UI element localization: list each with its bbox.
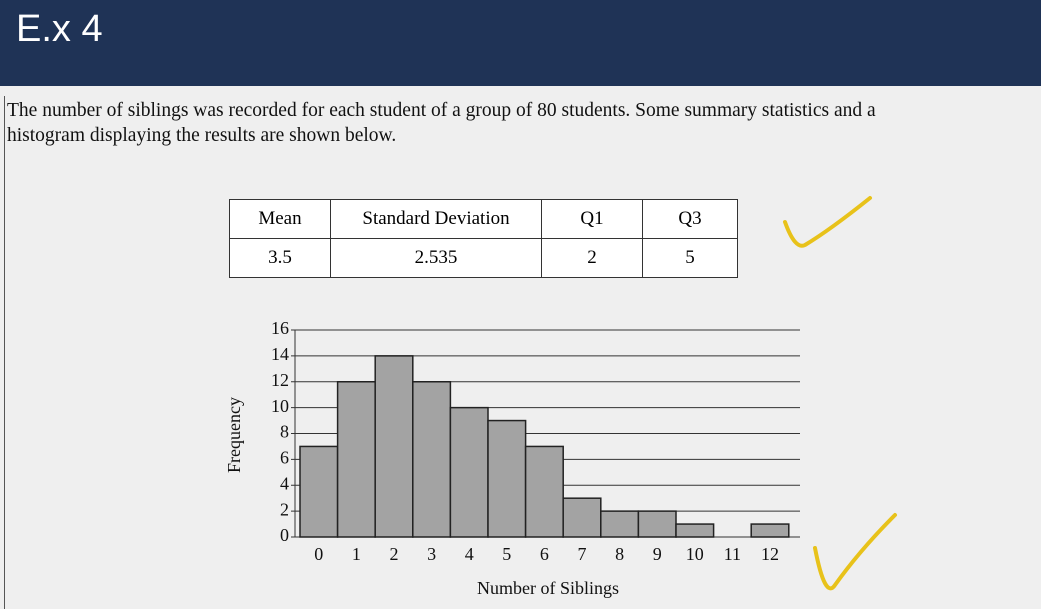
- x-tick-label: 10: [686, 544, 704, 564]
- check-mark: [783, 196, 872, 248]
- x-axis-label: Number of Siblings: [477, 578, 619, 598]
- y-tick-label: 6: [280, 448, 289, 468]
- header: E.x 4: [0, 0, 1041, 86]
- header-cell: Q1: [541, 199, 643, 239]
- x-tick-label: 8: [615, 544, 624, 564]
- text-line: histogram displaying the results are sho…: [7, 125, 397, 146]
- bar: [600, 510, 640, 538]
- cell: 5: [642, 238, 738, 278]
- bar: [374, 355, 414, 538]
- y-tick-label: 16: [271, 318, 289, 338]
- y-tick-label: 14: [271, 344, 289, 364]
- x-tick-label: 5: [502, 544, 511, 564]
- x-tick-label: 6: [540, 544, 549, 564]
- paragraph: The number of siblings was recorded for …: [7, 98, 1041, 148]
- check-mark: [813, 513, 897, 591]
- bar: [637, 510, 677, 538]
- stats-table: Mean Standard Deviation Q1 Q3 3.5 2.535 …: [229, 199, 738, 278]
- bar: [336, 381, 376, 538]
- x-tick-label: 3: [427, 544, 436, 564]
- bar: [675, 523, 715, 538]
- bar: [562, 497, 602, 538]
- text-line: The number of siblings was recorded for …: [7, 100, 876, 121]
- bar: [299, 445, 339, 538]
- x-tick-label: 7: [578, 544, 587, 564]
- bar: [524, 445, 564, 538]
- y-tick-label: 10: [271, 396, 289, 416]
- table-header: Mean Standard Deviation Q1 Q3: [229, 199, 738, 239]
- y-tick-label: 12: [271, 370, 289, 390]
- x-tick-label: 4: [465, 544, 474, 564]
- x-tick-label: 12: [761, 544, 779, 564]
- x-tick-label: 11: [724, 544, 741, 564]
- slide-title: E.x 4: [16, 8, 103, 50]
- y-tick-label: 4: [280, 473, 289, 493]
- border: [4, 96, 5, 609]
- x-tick-label: 1: [352, 544, 361, 564]
- y-tick-label: 2: [280, 499, 289, 519]
- bar: [487, 419, 527, 538]
- y-axis-label: Frequency: [224, 397, 244, 473]
- cell: 3.5: [229, 238, 331, 278]
- y-tick-label: 0: [280, 525, 289, 545]
- header-cell: Standard Deviation: [330, 199, 542, 239]
- cell: 2: [541, 238, 643, 278]
- x-tick-label: 2: [390, 544, 399, 564]
- cell: 2.535: [330, 238, 542, 278]
- bar: [449, 406, 489, 538]
- table-row: 3.5 2.535 2 5: [229, 238, 738, 278]
- x-tick-label: 0: [314, 544, 323, 564]
- y-tick-label: 8: [280, 422, 289, 442]
- header-cell: Q3: [642, 199, 738, 239]
- x-tick-label: 9: [653, 544, 662, 564]
- bar: [412, 381, 452, 538]
- bar: [750, 523, 790, 538]
